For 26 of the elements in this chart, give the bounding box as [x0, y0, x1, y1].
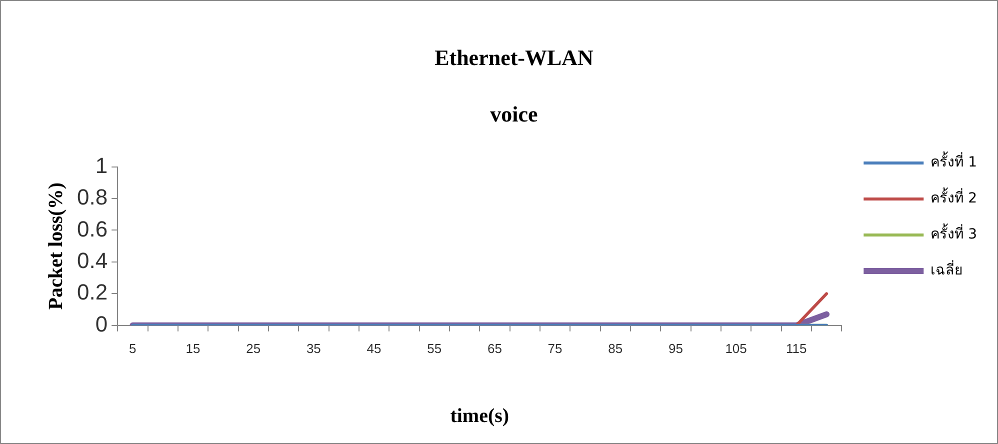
x-tick-label: 75: [548, 340, 562, 356]
y-tick-label: 0.2: [76, 280, 108, 305]
legend-label: ครั้งที่ 1: [930, 152, 977, 171]
y-tick-label: 0.6: [76, 216, 108, 242]
x-tick-label: 35: [306, 340, 321, 356]
chart-subtitle: voice: [490, 101, 538, 126]
x-tick-label: 55: [427, 340, 442, 356]
y-tick-label: 1: [95, 152, 108, 178]
x-tick-label: 95: [668, 340, 683, 356]
legend-label: ครั้งที่ 2: [930, 188, 977, 207]
legend-label: ครั้งที่ 3: [930, 224, 977, 243]
x-tick-label: 65: [487, 340, 502, 356]
y-tick-label: 0.8: [76, 184, 108, 210]
x-tick-label: 45: [366, 340, 382, 356]
x-tick-label: 105: [725, 340, 747, 356]
x-tick-label: 25: [246, 340, 261, 356]
chart-title: Ethernet-WLAN: [434, 44, 594, 70]
legend-label: เฉลี่ย: [930, 260, 963, 279]
x-tick-label: 85: [608, 340, 623, 356]
y-axis-title: Packet loss(%): [45, 182, 68, 310]
x-tick-label: 15: [186, 340, 200, 356]
x-tick-label: 5: [129, 340, 136, 356]
y-tick-label: 0.4: [76, 248, 108, 274]
y-tick-label: 0: [95, 311, 108, 336]
x-axis-title: time(s): [450, 405, 510, 428]
x-tick-label: 115: [786, 340, 807, 356]
